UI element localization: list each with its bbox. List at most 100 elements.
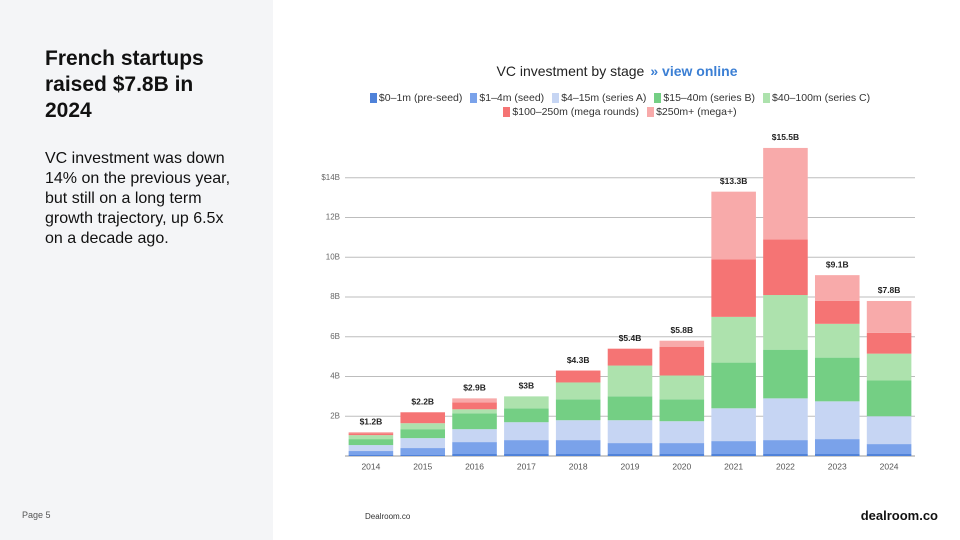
y-tick-label: 2B (330, 411, 340, 420)
legend-item: $40–100m (series C) (763, 91, 870, 105)
bar-segment (659, 421, 705, 444)
bar-segment (659, 375, 705, 400)
x-tick-label: 2014 (361, 461, 380, 471)
bar-segment (607, 348, 653, 366)
x-tick-label: 2018 (569, 461, 588, 471)
bar-segment (607, 365, 653, 397)
legend-swatch (470, 93, 478, 103)
x-tick-label: 2016 (465, 461, 484, 471)
bar-segment (763, 454, 808, 456)
legend-item: $4–15m (series A) (552, 91, 646, 105)
bar-segment (348, 432, 394, 434)
x-tick-label: 2024 (880, 461, 899, 471)
total-label: $5.8B (670, 325, 693, 335)
bar-segment (763, 398, 808, 441)
bar-segment (504, 408, 549, 423)
y-tick-label: 4B (330, 372, 340, 381)
total-label: $4.3B (567, 355, 590, 365)
legend-label: $0–1m (pre-seed) (378, 92, 463, 104)
total-label: $5.4B (619, 333, 642, 343)
y-tick-label: $14B (321, 173, 340, 182)
bar-segment (452, 409, 497, 414)
bar-segment (607, 454, 653, 456)
bar-segment (763, 239, 808, 296)
x-tick-label: 2023 (828, 461, 847, 471)
legend-item: $0–1m (pre-seed) (369, 91, 463, 105)
bar-segment (400, 423, 446, 430)
total-label: $1.2B (360, 416, 383, 426)
total-label: $3B (519, 381, 535, 391)
bar-segment (348, 439, 394, 446)
bar-segment (814, 401, 860, 440)
y-tick-label: 6B (330, 332, 340, 341)
legend: $0–1m (pre-seed) $1–4m (seed) $4–15m (seri… (320, 91, 920, 119)
bar-segment (452, 429, 497, 443)
bar-segment (452, 398, 497, 403)
x-tick-label: 2021 (724, 461, 743, 471)
legend-item: $1–4m (seed) (470, 91, 544, 105)
bar-segment (452, 454, 497, 456)
bar-segment (866, 444, 912, 455)
bar-segment (711, 408, 756, 442)
bar-segment (866, 353, 912, 381)
chart-heading: VC investment by stage » view online (274, 63, 960, 79)
x-tick-label: 2019 (621, 461, 640, 471)
y-tick-label: 12B (326, 213, 340, 222)
bar-segment (555, 382, 601, 400)
bar-segment (814, 357, 860, 402)
bar-segment (866, 380, 912, 417)
bar-segment (814, 275, 860, 301)
bar-segment (504, 396, 549, 409)
legend-swatch (369, 93, 377, 103)
total-label: $2.2B (411, 397, 434, 407)
bar-segment (659, 443, 705, 455)
bar-segment (659, 340, 705, 347)
bar-segment (763, 349, 808, 399)
total-label: $13.3B (720, 176, 747, 186)
total-label: $15.5B (772, 132, 799, 142)
total-label: $7.8B (878, 285, 901, 295)
bar-segment (555, 420, 601, 441)
bar-segment (400, 448, 446, 456)
bar-segment (814, 323, 860, 358)
x-tick-label: 2017 (517, 461, 536, 471)
bar-segment (555, 399, 601, 421)
bar-segment (659, 399, 705, 422)
legend-label: $4–15m (series A) (561, 92, 647, 104)
bar-segment (348, 445, 394, 452)
bar-segment (711, 316, 756, 363)
y-tick-label: 10B (326, 252, 340, 261)
bar-segment (607, 420, 653, 444)
bar-segment (866, 332, 912, 354)
total-label: $2.9B (463, 383, 486, 393)
bar-segment (659, 346, 705, 376)
slide-title: French startups raised $7.8B in 2024 (45, 47, 204, 122)
page-number: Page 5 (22, 510, 51, 520)
source: Dealroom.co (365, 512, 411, 521)
x-tick-label: 2020 (672, 461, 691, 471)
legend-swatch (647, 107, 655, 117)
bar-segment (866, 416, 912, 445)
bar-segment (348, 435, 394, 440)
bar-segment (348, 433, 394, 436)
legend-item: $15–40m (series B) (654, 91, 755, 105)
bar-segment (866, 454, 912, 456)
bar-segment (711, 454, 756, 456)
legend-item: $250m+ (mega+) (647, 105, 737, 119)
legend-swatch (763, 93, 771, 103)
bar-segment (607, 443, 653, 455)
legend-label: $1–4m (seed) (479, 92, 545, 104)
legend-label: $250m+ (mega+) (656, 106, 737, 118)
bar-segment (814, 300, 860, 324)
x-tick-label: 2022 (776, 461, 795, 471)
legend-swatch (654, 93, 662, 103)
bar-segment (452, 442, 497, 455)
bar-segment (659, 454, 705, 456)
bar-segment (400, 455, 446, 456)
bar-segment (607, 396, 653, 421)
bar-segment (711, 259, 756, 317)
view-online-link[interactable]: » view online (650, 63, 738, 79)
bar-segment (348, 455, 394, 456)
bar-segment (711, 362, 756, 409)
